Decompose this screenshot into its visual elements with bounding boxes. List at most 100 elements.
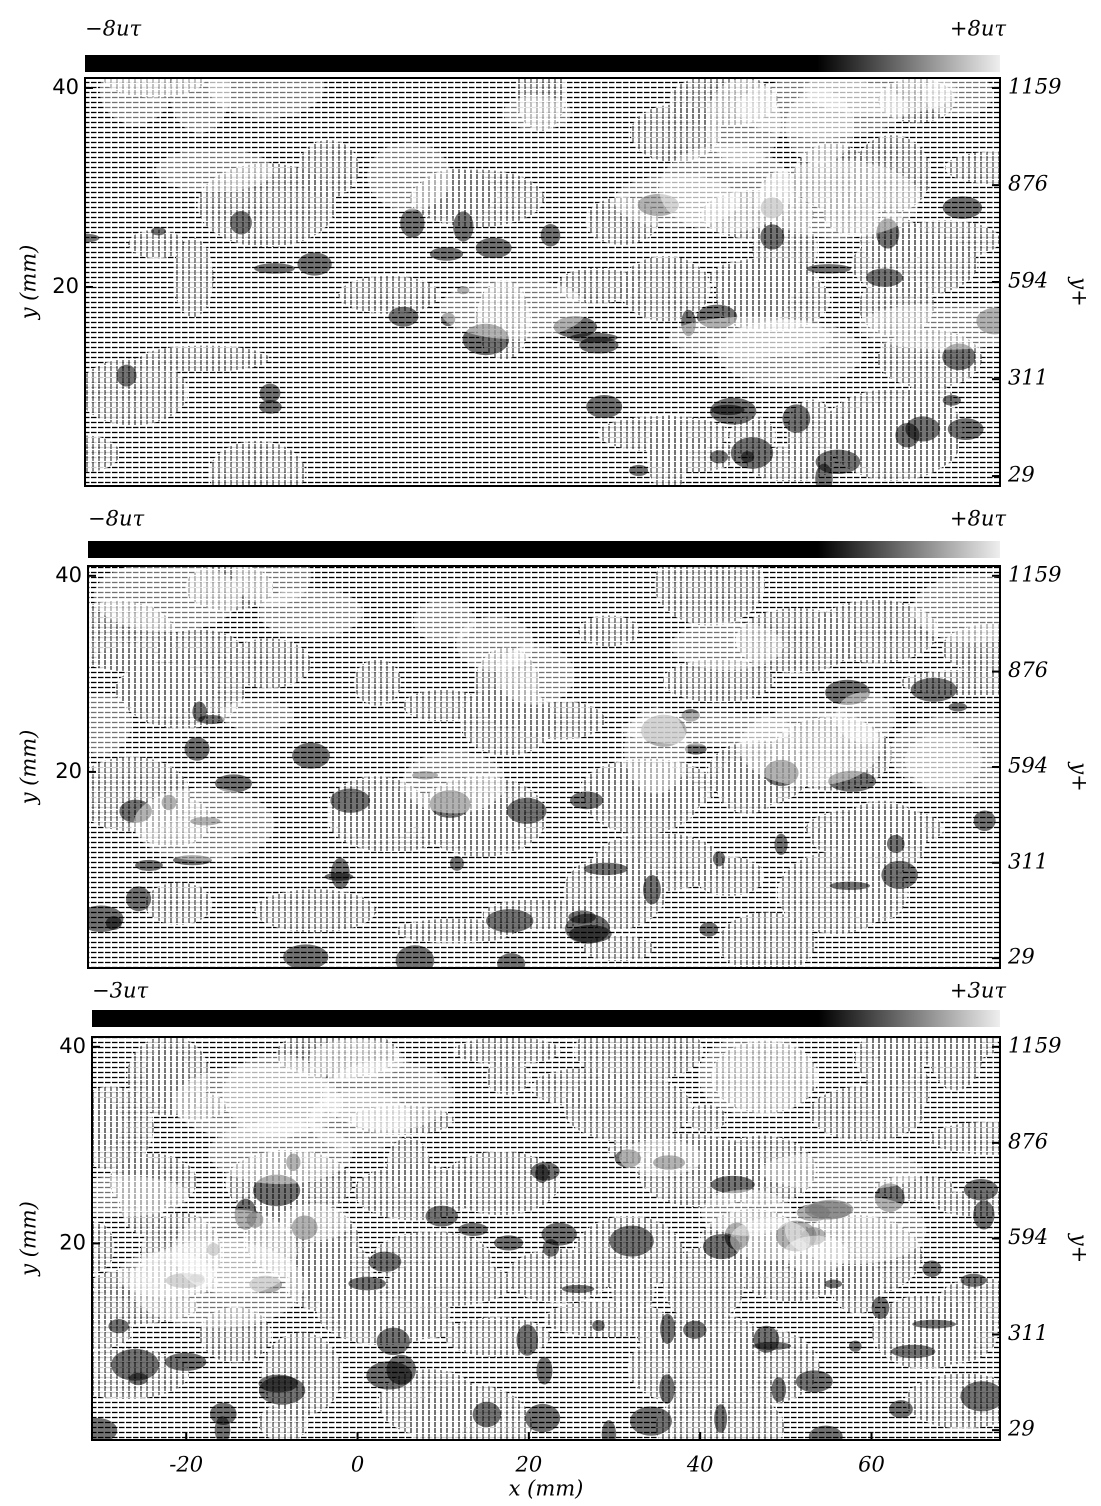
y-axis-label: y (mm) — [17, 245, 41, 321]
y2-tick-label: 311 — [1008, 366, 1048, 390]
dark-region — [824, 1280, 842, 1289]
dark-region — [570, 791, 603, 809]
dark-region — [866, 268, 903, 286]
dark-region — [753, 1342, 791, 1350]
vector-field — [51, 52, 1049, 506]
y2-tick-label: 311 — [1008, 1321, 1048, 1345]
dark-region — [949, 703, 968, 712]
x-tick-label: 60 — [858, 1453, 885, 1477]
swirl-region — [209, 441, 306, 506]
dark-region — [260, 384, 281, 403]
light-region — [58, 1176, 189, 1217]
light-region — [804, 66, 956, 115]
y2-axis-label: y+ — [1068, 276, 1092, 306]
dark-region — [541, 224, 561, 246]
y2-tick-label: 594 — [1008, 754, 1048, 778]
dark-region — [476, 238, 512, 259]
light-region — [367, 142, 451, 210]
y-tick-label: 20 — [59, 1230, 86, 1254]
swirl-region — [544, 1301, 667, 1337]
dark-region — [377, 1328, 410, 1355]
light-region — [619, 1139, 702, 1176]
dark-region — [629, 465, 648, 476]
colorbar — [85, 55, 1000, 72]
dark-region — [525, 1404, 560, 1432]
light-region — [717, 320, 862, 386]
swirl-region — [255, 889, 376, 932]
dark-region — [948, 418, 984, 440]
y2-tick-label: 29 — [1007, 463, 1035, 487]
dark-region — [943, 196, 982, 218]
swirl-region — [866, 1052, 930, 1124]
dark-region — [783, 404, 811, 433]
light-region — [93, 561, 240, 632]
dark-region — [185, 737, 210, 761]
figure: −8uτ+8uτ2040y (mm)293115948761159y+−8uτ+… — [0, 0, 1101, 1502]
dark-region — [366, 1361, 412, 1389]
dark-region — [348, 1277, 385, 1291]
dark-region — [198, 715, 225, 724]
light-region — [221, 699, 293, 730]
dark-region — [453, 211, 473, 241]
swirl-region — [578, 615, 639, 646]
light-region — [835, 692, 895, 743]
dark-region — [331, 858, 350, 889]
y-axis-label: y (mm) — [17, 1201, 41, 1277]
dark-region — [961, 1274, 987, 1287]
dark-region — [713, 851, 725, 866]
dark-region — [964, 1179, 998, 1200]
dark-region — [73, 234, 99, 243]
y2-tick-label: 876 — [1008, 1129, 1048, 1153]
y-axis-label: y (mm) — [17, 730, 41, 806]
dark-region — [126, 886, 151, 911]
dark-region — [714, 1404, 727, 1433]
light-region — [309, 1039, 404, 1080]
y2-tick-label: 876 — [1008, 172, 1048, 196]
dark-region — [760, 224, 784, 249]
dark-region — [922, 1260, 941, 1277]
colorbar-min-label: −3uτ — [92, 979, 148, 1003]
dark-region — [486, 909, 533, 933]
dark-region — [259, 1375, 298, 1393]
y2-tick-label: 594 — [1008, 269, 1048, 293]
dark-region — [700, 922, 718, 937]
y2-axis-label: y+ — [1068, 761, 1092, 791]
y2-tick-label: 29 — [1007, 945, 1035, 969]
dark-region — [430, 247, 463, 261]
dark-region — [731, 437, 773, 469]
swirl-region — [173, 238, 213, 317]
y2-tick-label: 1159 — [1008, 562, 1061, 586]
x-tick-label: 20 — [515, 1453, 543, 1477]
swirl-region — [226, 638, 311, 688]
light-region — [761, 1151, 923, 1190]
dark-region — [151, 227, 166, 235]
dark-region — [507, 798, 547, 824]
dark-region — [135, 860, 163, 871]
x-tick-label: -20 — [169, 1453, 203, 1477]
colorbar-min-label: −8uτ — [88, 507, 144, 531]
y2-tick-label: 29 — [1007, 1417, 1035, 1441]
swirl-region — [339, 276, 440, 314]
dark-region — [891, 1345, 935, 1358]
dark-region — [165, 1353, 207, 1371]
light-region — [134, 788, 275, 861]
dark-region — [887, 835, 905, 853]
swirl-region — [354, 659, 401, 705]
dark-region — [809, 1426, 843, 1448]
dark-region — [911, 678, 957, 702]
dark-region — [711, 405, 745, 415]
light-region — [785, 1196, 926, 1264]
y-tick-label: 40 — [59, 1034, 86, 1058]
dark-region — [586, 395, 622, 418]
dark-region — [796, 1370, 833, 1392]
dark-region — [369, 1252, 402, 1272]
y-tick-label: 20 — [52, 274, 79, 298]
colorbar — [88, 541, 1000, 558]
y-tick-label: 40 — [55, 563, 82, 587]
x-axis-label: x (mm) — [509, 1477, 584, 1501]
dark-region — [973, 1200, 994, 1229]
dark-region — [330, 789, 370, 813]
dark-region — [254, 263, 295, 273]
y2-tick-label: 594 — [1008, 1225, 1048, 1249]
dark-region — [129, 1373, 148, 1385]
